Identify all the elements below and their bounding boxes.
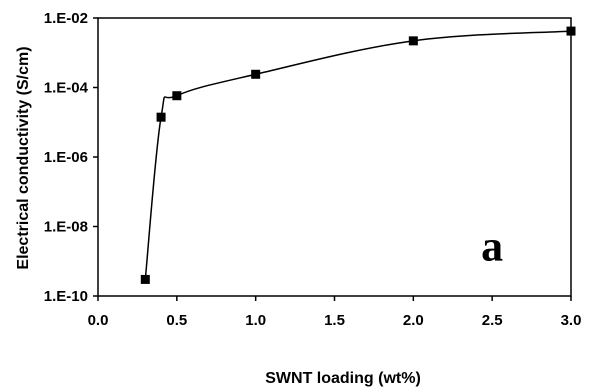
y-tick-label: 1.E-02 [44, 10, 88, 27]
data-point-marker [408, 36, 418, 46]
y-tick-label: 1.E-08 [44, 219, 88, 236]
x-tick-label: 3.0 [561, 312, 582, 329]
x-tick-label: 1.0 [245, 312, 266, 329]
x-tick-label: 0.0 [88, 312, 109, 329]
data-point-marker [566, 26, 576, 36]
y-tick-label: 1.E-04 [44, 80, 89, 97]
x-tick-label: 2.5 [482, 312, 503, 329]
y-tick-label: 1.E-10 [44, 288, 88, 305]
x-tick-label: 2.0 [403, 312, 424, 329]
x-axis-title: SWNT loading (wt%) [265, 370, 421, 387]
panel-label-annotation: a [481, 222, 503, 271]
y-axis-title: Electrical conductivity (S/cm) [15, 46, 32, 269]
data-point-marker [140, 274, 150, 284]
data-point-marker [172, 91, 182, 101]
y-tick-label: 1.E-06 [44, 149, 88, 166]
series-line [144, 30, 572, 280]
data-point-marker [156, 112, 166, 122]
data-point-marker [251, 69, 261, 79]
x-tick-label: 0.5 [166, 312, 187, 329]
plot-area: 0.0 0.5 1.0 1.5 2.0 2.5 3.0 1.E-10 1.E-08 1.E-06 1… [44, 10, 582, 329]
x-tick-label: 1.5 [324, 312, 345, 329]
